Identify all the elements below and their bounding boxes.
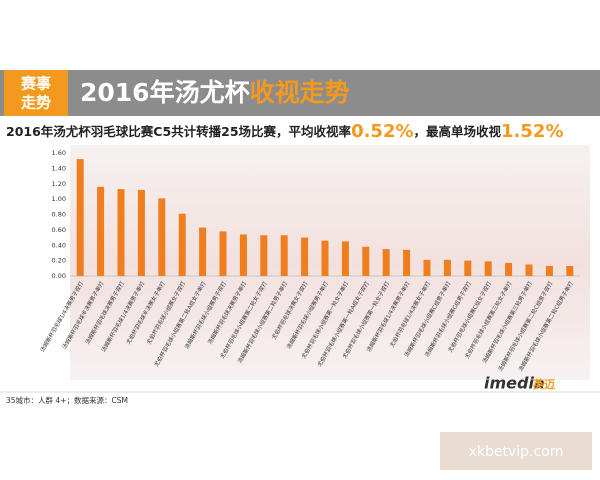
bar <box>423 259 431 276</box>
y-tick-label: 0.60 <box>52 226 66 234</box>
y-tick-label: 1.00 <box>52 195 66 203</box>
bar <box>199 227 207 276</box>
background-photo <box>70 145 590 380</box>
bar <box>76 159 84 276</box>
y-tick-label: 0.80 <box>52 211 66 219</box>
bar <box>260 235 268 276</box>
logo: imedia <box>484 374 545 393</box>
badge-line: 赛事 <box>20 75 51 93</box>
subtitle-highlight: 1.52% <box>501 121 563 142</box>
bar <box>403 249 411 276</box>
bar <box>117 189 125 276</box>
bar <box>443 259 451 276</box>
bar <box>505 262 513 276</box>
badge-line: 走势 <box>21 94 51 112</box>
bar <box>301 237 309 276</box>
title-main: 2016年汤尤杯 <box>80 78 250 107</box>
bar <box>321 240 329 276</box>
bar <box>545 266 553 276</box>
y-tick-label: 1.40 <box>52 164 66 172</box>
y-tick-label: 0.40 <box>52 241 66 249</box>
bar <box>239 234 247 276</box>
watermark: xkbetvip.com <box>469 444 564 460</box>
subtitle-text: 2016年汤尤杯羽毛球比赛C5共计转播25场比赛，平均收视率 <box>6 124 352 139</box>
logo-cn: 英迈 <box>532 377 555 391</box>
y-tick-label: 0.00 <box>52 272 66 280</box>
bar <box>525 264 533 276</box>
bar <box>362 246 370 276</box>
bar <box>341 241 349 276</box>
subtitle-text: ，最高单场收视 <box>414 124 502 139</box>
title-accent: 收视走势 <box>250 78 350 107</box>
bar <box>566 266 574 276</box>
bar <box>464 260 472 276</box>
bar <box>219 231 227 276</box>
watermark-box <box>440 432 592 470</box>
bar <box>484 261 492 276</box>
badge <box>4 70 68 116</box>
bar <box>280 235 288 276</box>
footer-note: 35城市：人群 4+；数据来源：CSM <box>6 395 128 405</box>
subtitle-highlight: 0.52% <box>351 121 413 142</box>
bar <box>178 213 186 276</box>
y-tick-label: 0.20 <box>52 257 66 265</box>
bar <box>382 249 390 276</box>
y-tick-label: 1.20 <box>52 180 66 188</box>
bar <box>137 189 145 276</box>
header-bar <box>0 70 600 116</box>
bar <box>97 186 105 276</box>
bar <box>158 198 166 276</box>
y-tick-label: 1.60 <box>52 149 66 157</box>
subtitle: 2016年汤尤杯羽毛球比赛C5共计转播25场比赛，平均收视率0.52%，最高单场… <box>6 121 563 142</box>
header-title: 2016年汤尤杯收视走势 <box>80 78 350 107</box>
